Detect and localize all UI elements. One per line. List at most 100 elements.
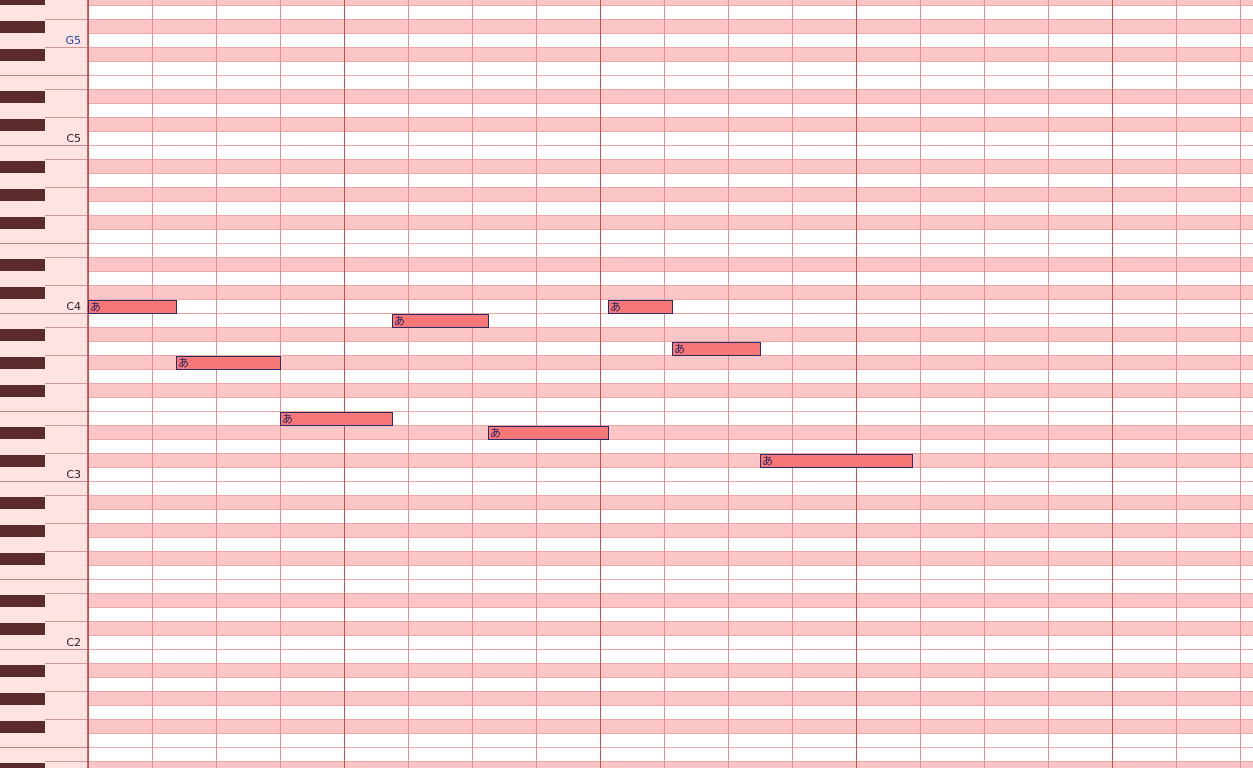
rows [88, 0, 1253, 768]
note[interactable]: あ [760, 454, 913, 468]
note[interactable]: あ [608, 300, 673, 314]
row [88, 496, 1253, 510]
note-lyric: あ [282, 413, 293, 426]
row [88, 468, 1253, 482]
row [88, 636, 1253, 650]
key-label: C4 [66, 300, 81, 313]
note-body[interactable] [760, 454, 913, 468]
row [88, 216, 1253, 230]
note[interactable]: あ [672, 342, 761, 356]
row [88, 328, 1253, 342]
black-key [0, 763, 45, 768]
row [88, 650, 1253, 664]
black-key [0, 595, 45, 607]
row [88, 272, 1253, 286]
row [88, 692, 1253, 706]
black-key [0, 497, 45, 509]
row [88, 20, 1253, 34]
row [88, 202, 1253, 216]
black-key [0, 721, 45, 733]
row [88, 370, 1253, 384]
note-body[interactable] [280, 412, 393, 426]
row [88, 678, 1253, 692]
note-lyric: あ [490, 427, 501, 440]
row [88, 594, 1253, 608]
row [88, 244, 1253, 258]
note-body[interactable] [488, 426, 609, 440]
note-body[interactable] [176, 356, 281, 370]
row [88, 342, 1253, 356]
row [88, 314, 1253, 328]
keyboard: G5 C5 C4 C3 C2 [0, 0, 88, 768]
key-label: C2 [66, 636, 81, 649]
note-body[interactable] [608, 300, 673, 314]
row [88, 48, 1253, 62]
black-key [0, 217, 45, 229]
row [88, 552, 1253, 566]
row [88, 146, 1253, 160]
note-body[interactable] [672, 342, 761, 356]
black-key [0, 189, 45, 201]
row [88, 76, 1253, 90]
row [88, 608, 1253, 622]
row [88, 538, 1253, 552]
row [88, 356, 1253, 370]
row [88, 748, 1253, 762]
row [88, 734, 1253, 748]
row [88, 580, 1253, 594]
row [88, 510, 1253, 524]
row [88, 412, 1253, 426]
note[interactable]: あ [280, 412, 393, 426]
note[interactable]: あ [392, 314, 489, 328]
note-body[interactable] [392, 314, 489, 328]
row [88, 454, 1253, 468]
row [88, 622, 1253, 636]
row [88, 230, 1253, 244]
row [88, 160, 1253, 174]
row [88, 34, 1253, 48]
row [88, 664, 1253, 678]
black-key [0, 385, 45, 397]
note-body[interactable] [88, 300, 177, 314]
black-key [0, 329, 45, 341]
row [88, 706, 1253, 720]
row [88, 132, 1253, 146]
row [88, 384, 1253, 398]
row [88, 482, 1253, 496]
black-key [0, 49, 45, 61]
black-key [0, 119, 45, 131]
note[interactable]: あ [488, 426, 609, 440]
note[interactable]: あ [88, 300, 177, 314]
row [88, 174, 1253, 188]
black-key [0, 455, 45, 467]
note-lyric: あ [674, 343, 685, 356]
key-label: C3 [66, 468, 81, 481]
row [88, 398, 1253, 412]
black-key [0, 623, 45, 635]
row [88, 62, 1253, 76]
note-lyric: あ [610, 301, 621, 314]
black-key [0, 525, 45, 537]
row [88, 258, 1253, 272]
row [88, 566, 1253, 580]
black-key [0, 259, 45, 271]
note-lyric: あ [90, 301, 101, 314]
row [88, 524, 1253, 538]
key-label: C5 [66, 132, 81, 145]
black-key [0, 427, 45, 439]
note-lyric: あ [178, 357, 189, 370]
row [88, 118, 1253, 132]
note-lyric: あ [762, 455, 773, 468]
note[interactable]: あ [176, 356, 281, 370]
black-key [0, 91, 45, 103]
row [88, 188, 1253, 202]
row [88, 762, 1253, 768]
row [88, 286, 1253, 300]
row [88, 6, 1253, 20]
note-lyric: あ [394, 315, 405, 328]
row [88, 104, 1253, 118]
black-key [0, 287, 45, 299]
row [88, 90, 1253, 104]
